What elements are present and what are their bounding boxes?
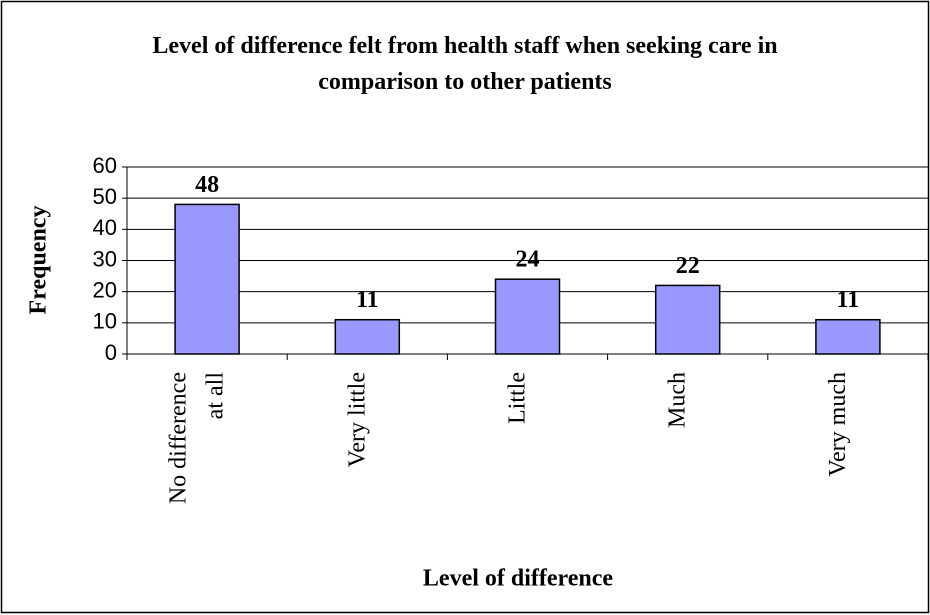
y-tick-label: 60 (93, 153, 117, 178)
y-tick-label: 20 (93, 277, 117, 302)
y-tick-label: 10 (93, 309, 117, 334)
y-axis-label: Frequency (26, 206, 52, 315)
value-label: 48 (195, 172, 219, 198)
y-tick-label: 40 (93, 215, 117, 240)
x-axis-label: Level of difference (423, 566, 613, 592)
x-tick-label: Little (504, 372, 530, 424)
bar (815, 318, 881, 355)
chart-title: Level of difference felt from health sta… (152, 33, 777, 95)
x-tick-label: Very much (824, 372, 850, 477)
y-tick-label: 30 (93, 246, 117, 271)
bar (334, 318, 401, 355)
x-tick-label: Much (664, 372, 690, 428)
bar (494, 278, 561, 355)
value-label: 11 (356, 287, 379, 313)
y-tick-label: 50 (93, 184, 117, 209)
value-label: 24 (516, 247, 540, 273)
value-label: 22 (676, 253, 700, 279)
y-tick-label: 0 (105, 340, 117, 365)
x-tick-label: No difference at all (165, 372, 228, 504)
bar (174, 203, 240, 355)
bar (654, 284, 721, 355)
value-label: 11 (837, 287, 860, 313)
x-tick-label: Very little (344, 372, 370, 467)
